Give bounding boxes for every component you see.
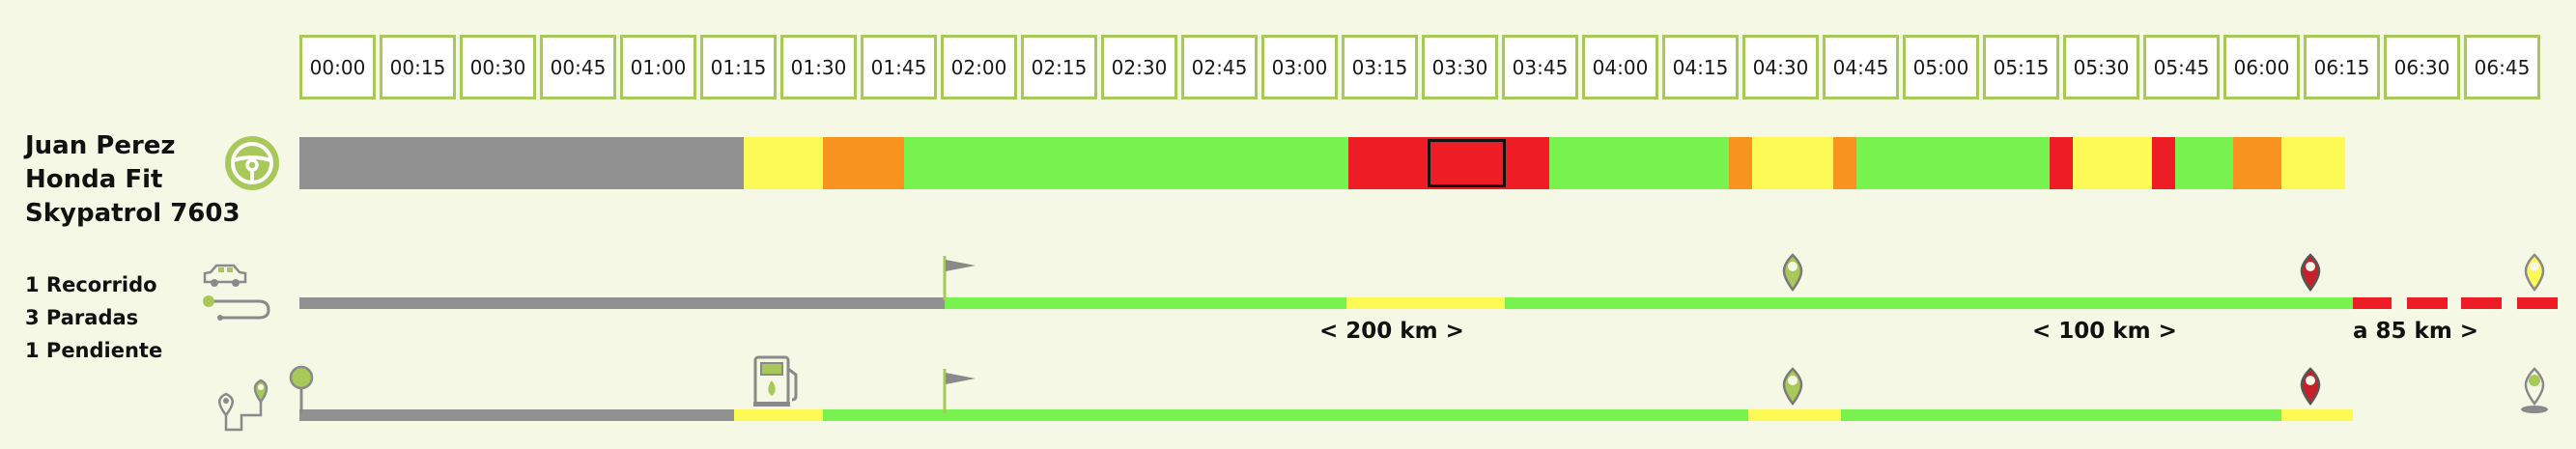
selected-time-block[interactable]: [1428, 139, 1506, 187]
status-segment[interactable]: [2281, 137, 2345, 189]
route-icon: [203, 295, 270, 321]
route-track-segment: [1346, 297, 1505, 309]
map-pin-route-icon: [218, 379, 269, 432]
time-slot: 04:30: [1742, 35, 1819, 99]
time-slot: 02:45: [1181, 35, 1258, 99]
route-track-segment: [945, 297, 1346, 309]
time-slot: 00:00: [299, 35, 376, 99]
time-slot: 01:30: [780, 35, 857, 99]
time-slot: 03:45: [1502, 35, 1578, 99]
time-slot: 02:30: [1101, 35, 1177, 99]
time-slot: 05:00: [1903, 35, 1979, 99]
car-icon: [203, 264, 247, 287]
status-segment[interactable]: [2175, 137, 2233, 189]
pin-icon[interactable]: [2518, 367, 2551, 415]
trips-count: 1 Recorrido: [25, 273, 157, 296]
driver-name: Juan Perez: [25, 131, 176, 160]
time-slot: 03:30: [1422, 35, 1498, 99]
time-slot: 04:45: [1823, 35, 1899, 99]
time-header: 00:00 00:15 00:30 00:45 01:00 01:15 01:30 01:45…: [299, 35, 2544, 99]
time-slot: 00:30: [460, 35, 536, 99]
pin-icon[interactable]: [2520, 253, 2549, 292]
pin-icon[interactable]: [1778, 253, 1807, 292]
time-slot: 06:45: [2464, 35, 2540, 99]
route-track-segment: [1505, 297, 2353, 309]
pin-icon[interactable]: [2296, 253, 2325, 292]
route-track-traveled-pre: [299, 297, 945, 309]
status-segment[interactable]: [1729, 137, 1752, 189]
route-track-pending: [2461, 297, 2502, 309]
time-slot: 02:15: [1021, 35, 1097, 99]
route-track-pending: [2353, 297, 2392, 309]
time-slot: 05:30: [2063, 35, 2139, 99]
steering-wheel-icon: [225, 136, 279, 190]
status-segment-idle[interactable]: [299, 137, 744, 189]
stops-count: 3 Paradas: [25, 306, 139, 329]
time-slot: 03:15: [1342, 35, 1418, 99]
route-track-pending: [2407, 297, 2448, 309]
route-track-segment: [1841, 409, 2281, 421]
time-slot: 05:15: [1983, 35, 2059, 99]
time-slot: 04:00: [1582, 35, 1658, 99]
pending-count: 1 Pendiente: [25, 339, 163, 362]
status-segment[interactable]: [1549, 137, 1729, 189]
status-segment[interactable]: [1833, 137, 1856, 189]
distance-label: < 200 km >: [1319, 319, 1464, 344]
status-segment[interactable]: [2152, 137, 2175, 189]
time-slot: 01:45: [861, 35, 937, 99]
status-segment[interactable]: [1752, 137, 1833, 189]
status-segment[interactable]: [2073, 137, 2152, 189]
time-slot: 00:45: [540, 35, 616, 99]
time-slot: 06:15: [2304, 35, 2380, 99]
time-slot: 06:30: [2384, 35, 2460, 99]
trip-summary: 1 Recorrido 3 Paradas 1 Pendiente: [25, 268, 162, 367]
start-pin-icon[interactable]: [288, 365, 315, 415]
status-segment[interactable]: [1348, 137, 1549, 189]
device-name: Skypatrol 7603: [25, 199, 241, 228]
time-slot: 04:15: [1662, 35, 1739, 99]
time-slot: 03:00: [1261, 35, 1338, 99]
route-track-segment: [1748, 409, 1841, 421]
route-track-segment: [823, 409, 1748, 421]
route-track-traveled-pre: [299, 409, 734, 421]
route-track-segment: [2281, 409, 2353, 421]
route-track-pending: [2517, 297, 2558, 309]
vehicle-info: Juan Perez Honda Fit Skypatrol 7603: [25, 129, 241, 231]
status-segment[interactable]: [904, 137, 1348, 189]
pin-icon[interactable]: [2296, 367, 2325, 406]
time-slot: 05:45: [2143, 35, 2220, 99]
time-slot: 00:15: [380, 35, 456, 99]
remaining-distance-label: a 85 km >: [2353, 319, 2479, 344]
status-segment[interactable]: [823, 137, 904, 189]
flag-icon: [943, 369, 976, 413]
pin-icon[interactable]: [1778, 367, 1807, 406]
fuel-pump-icon[interactable]: [753, 353, 804, 407]
route-track-segment: [734, 409, 823, 421]
time-slot: 06:00: [2223, 35, 2300, 99]
status-segment[interactable]: [744, 137, 823, 189]
vehicle-model: Honda Fit: [25, 165, 163, 194]
distance-label: < 100 km >: [2032, 319, 2177, 344]
time-slot: 02:00: [941, 35, 1017, 99]
status-segment[interactable]: [1856, 137, 2050, 189]
status-segment[interactable]: [2050, 137, 2073, 189]
flag-icon: [943, 256, 976, 300]
time-slot: 01:00: [620, 35, 696, 99]
status-segment[interactable]: [2233, 137, 2281, 189]
time-slot: 01:15: [700, 35, 777, 99]
